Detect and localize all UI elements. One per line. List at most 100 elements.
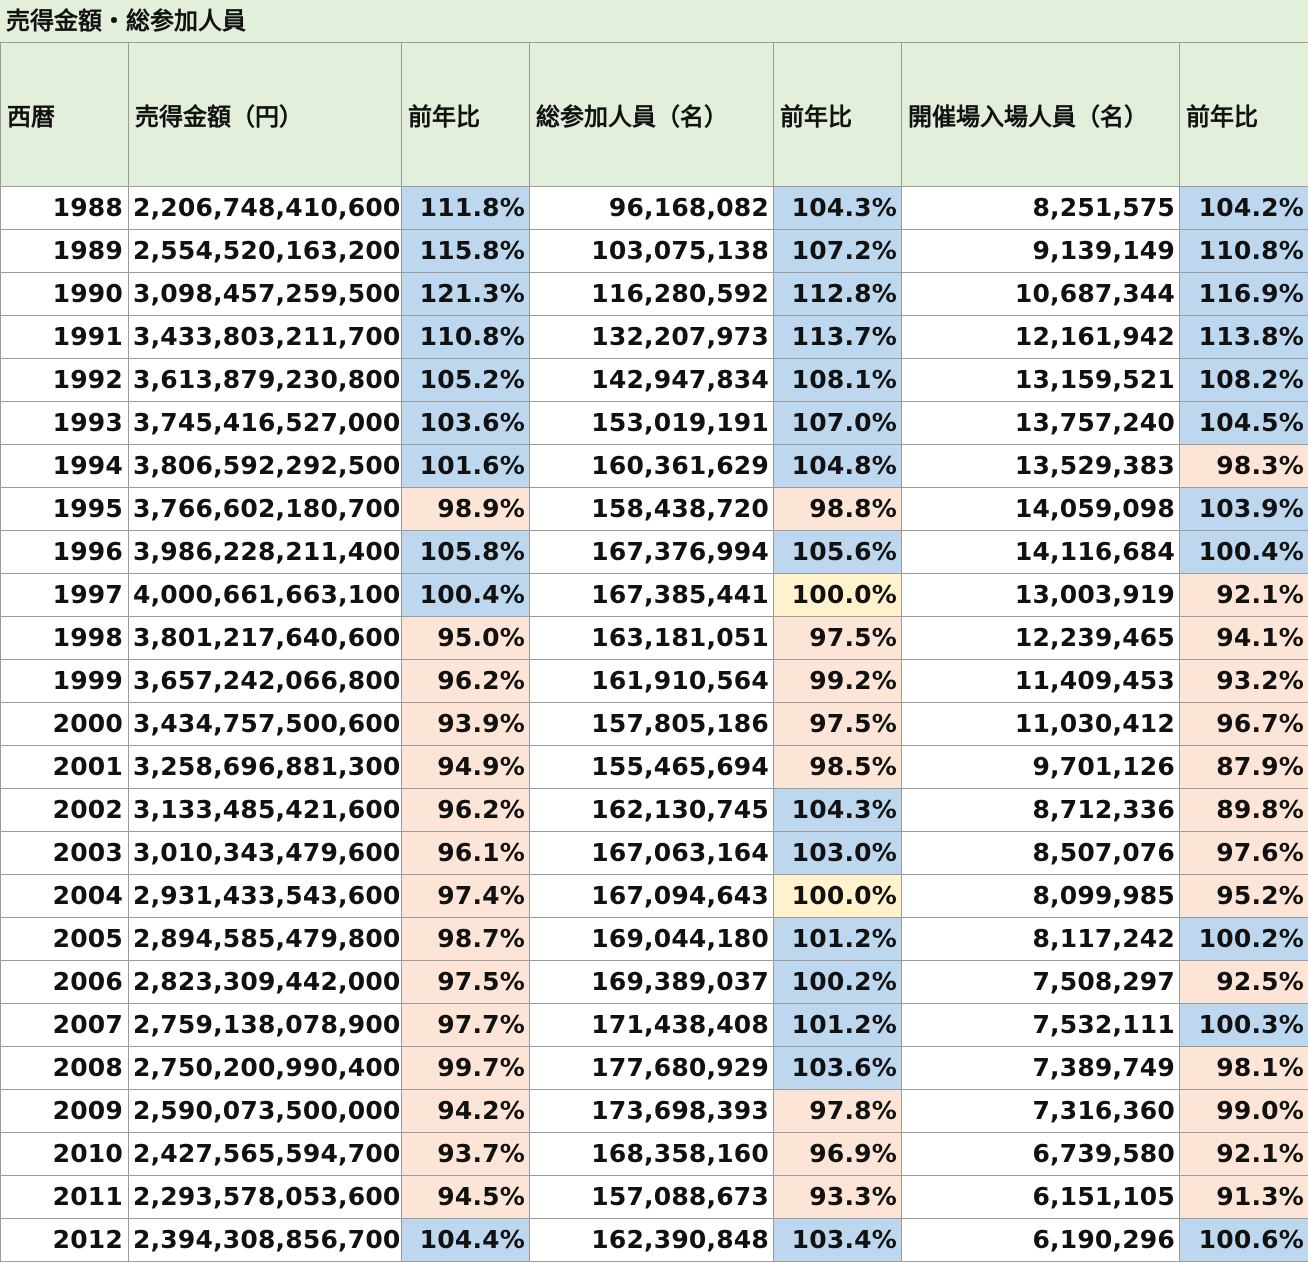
cell-sales-ratio[interactable]: 121.3%: [401, 271, 530, 316]
cell-sales-ratio[interactable]: 97.5%: [401, 959, 530, 1004]
cell-attendance[interactable]: 8,099,985: [901, 873, 1180, 918]
cell-sales-ratio[interactable]: 97.7%: [401, 1002, 530, 1047]
cell-attendance[interactable]: 8,507,076: [901, 830, 1180, 875]
cell-sales[interactable]: 2,590,073,500,000: [128, 1088, 402, 1133]
cell-participants-ratio[interactable]: 93.3%: [773, 1174, 902, 1219]
cell-participants-ratio[interactable]: 97.8%: [773, 1088, 902, 1133]
cell-participants[interactable]: 153,019,191: [529, 400, 774, 445]
cell-participants-ratio[interactable]: 101.2%: [773, 1002, 902, 1047]
cell-sales[interactable]: 3,434,757,500,600: [128, 701, 402, 746]
cell-sales-ratio[interactable]: 97.4%: [401, 873, 530, 918]
cell-sales[interactable]: 2,427,565,594,700: [128, 1131, 402, 1176]
cell-year[interactable]: 1992: [0, 357, 129, 402]
cell-attendance[interactable]: 7,508,297: [901, 959, 1180, 1004]
cell-attendance[interactable]: 6,739,580: [901, 1131, 1180, 1176]
cell-sales-ratio[interactable]: 99.7%: [401, 1045, 530, 1090]
cell-year[interactable]: 1999: [0, 658, 129, 703]
cell-sales-ratio[interactable]: 93.9%: [401, 701, 530, 746]
cell-participants-ratio[interactable]: 103.6%: [773, 1045, 902, 1090]
cell-attendance-ratio[interactable]: 95.2%: [1179, 873, 1308, 918]
cell-attendance-ratio[interactable]: 92.1%: [1179, 572, 1308, 617]
cell-participants-ratio[interactable]: 103.4%: [773, 1217, 902, 1262]
cell-sales[interactable]: 3,766,602,180,700: [128, 486, 402, 531]
cell-participants-ratio[interactable]: 97.5%: [773, 615, 902, 660]
cell-year[interactable]: 2003: [0, 830, 129, 875]
cell-attendance[interactable]: 6,151,105: [901, 1174, 1180, 1219]
cell-attendance-ratio[interactable]: 96.7%: [1179, 701, 1308, 746]
cell-attendance[interactable]: 7,316,360: [901, 1088, 1180, 1133]
cell-sales[interactable]: 3,133,485,421,600: [128, 787, 402, 832]
header-participants-ratio[interactable]: 前年比: [773, 43, 902, 187]
cell-sales-ratio[interactable]: 105.2%: [401, 357, 530, 402]
cell-attendance-ratio[interactable]: 89.8%: [1179, 787, 1308, 832]
cell-participants[interactable]: 167,376,994: [529, 529, 774, 574]
header-year[interactable]: 西暦: [0, 43, 129, 187]
cell-attendance-ratio[interactable]: 97.6%: [1179, 830, 1308, 875]
cell-sales[interactable]: 3,433,803,211,700: [128, 314, 402, 359]
cell-attendance-ratio[interactable]: 99.0%: [1179, 1088, 1308, 1133]
cell-year[interactable]: 1995: [0, 486, 129, 531]
cell-participants[interactable]: 162,130,745: [529, 787, 774, 832]
cell-participants[interactable]: 157,088,673: [529, 1174, 774, 1219]
cell-participants-ratio[interactable]: 108.1%: [773, 357, 902, 402]
cell-sales[interactable]: 2,759,138,078,900: [128, 1002, 402, 1047]
cell-year[interactable]: 1991: [0, 314, 129, 359]
cell-participants-ratio[interactable]: 96.9%: [773, 1131, 902, 1176]
cell-attendance[interactable]: 9,701,126: [901, 744, 1180, 789]
cell-attendance-ratio[interactable]: 103.9%: [1179, 486, 1308, 531]
cell-sales-ratio[interactable]: 95.0%: [401, 615, 530, 660]
cell-participants[interactable]: 155,465,694: [529, 744, 774, 789]
cell-sales[interactable]: 3,806,592,292,500: [128, 443, 402, 488]
cell-participants[interactable]: 162,390,848: [529, 1217, 774, 1262]
cell-attendance[interactable]: 8,117,242: [901, 916, 1180, 961]
cell-attendance-ratio[interactable]: 94.1%: [1179, 615, 1308, 660]
cell-attendance[interactable]: 13,757,240: [901, 400, 1180, 445]
cell-participants-ratio[interactable]: 100.2%: [773, 959, 902, 1004]
cell-participants-ratio[interactable]: 101.2%: [773, 916, 902, 961]
cell-sales-ratio[interactable]: 94.5%: [401, 1174, 530, 1219]
cell-sales-ratio[interactable]: 103.6%: [401, 400, 530, 445]
cell-participants[interactable]: 103,075,138: [529, 228, 774, 273]
header-participants[interactable]: 総参加人員（名）: [529, 43, 774, 187]
cell-participants[interactable]: 132,207,973: [529, 314, 774, 359]
cell-participants[interactable]: 169,389,037: [529, 959, 774, 1004]
cell-participants[interactable]: 171,438,408: [529, 1002, 774, 1047]
cell-sales-ratio[interactable]: 98.7%: [401, 916, 530, 961]
cell-participants-ratio[interactable]: 104.3%: [773, 787, 902, 832]
cell-participants-ratio[interactable]: 107.0%: [773, 400, 902, 445]
header-attendance[interactable]: 開催場入場人員（名）: [901, 43, 1180, 187]
cell-participants-ratio[interactable]: 103.0%: [773, 830, 902, 875]
cell-sales-ratio[interactable]: 105.8%: [401, 529, 530, 574]
cell-sales-ratio[interactable]: 101.6%: [401, 443, 530, 488]
cell-attendance[interactable]: 7,532,111: [901, 1002, 1180, 1047]
cell-attendance[interactable]: 6,190,296: [901, 1217, 1180, 1262]
cell-sales-ratio[interactable]: 100.4%: [401, 572, 530, 617]
cell-participants[interactable]: 116,280,592: [529, 271, 774, 316]
cell-sales-ratio[interactable]: 96.2%: [401, 787, 530, 832]
cell-sales-ratio[interactable]: 115.8%: [401, 228, 530, 273]
cell-year[interactable]: 2005: [0, 916, 129, 961]
cell-sales[interactable]: 3,801,217,640,600: [128, 615, 402, 660]
cell-year[interactable]: 2008: [0, 1045, 129, 1090]
cell-sales[interactable]: 3,657,242,066,800: [128, 658, 402, 703]
cell-sales[interactable]: 2,894,585,479,800: [128, 916, 402, 961]
cell-sales[interactable]: 2,206,748,410,600: [128, 185, 402, 230]
cell-attendance-ratio[interactable]: 98.3%: [1179, 443, 1308, 488]
cell-attendance[interactable]: 13,003,919: [901, 572, 1180, 617]
header-sales-ratio[interactable]: 前年比: [401, 43, 530, 187]
cell-participants[interactable]: 161,910,564: [529, 658, 774, 703]
cell-year[interactable]: 2004: [0, 873, 129, 918]
cell-participants[interactable]: 173,698,393: [529, 1088, 774, 1133]
cell-sales[interactable]: 2,823,309,442,000: [128, 959, 402, 1004]
cell-attendance-ratio[interactable]: 92.5%: [1179, 959, 1308, 1004]
cell-attendance[interactable]: 11,409,453: [901, 658, 1180, 703]
cell-sales-ratio[interactable]: 94.2%: [401, 1088, 530, 1133]
cell-attendance-ratio[interactable]: 108.2%: [1179, 357, 1308, 402]
cell-attendance-ratio[interactable]: 110.8%: [1179, 228, 1308, 273]
cell-participants[interactable]: 167,094,643: [529, 873, 774, 918]
cell-participants-ratio[interactable]: 113.7%: [773, 314, 902, 359]
cell-attendance[interactable]: 10,687,344: [901, 271, 1180, 316]
cell-participants[interactable]: 177,680,929: [529, 1045, 774, 1090]
cell-attendance[interactable]: 9,139,149: [901, 228, 1180, 273]
cell-attendance[interactable]: 13,529,383: [901, 443, 1180, 488]
